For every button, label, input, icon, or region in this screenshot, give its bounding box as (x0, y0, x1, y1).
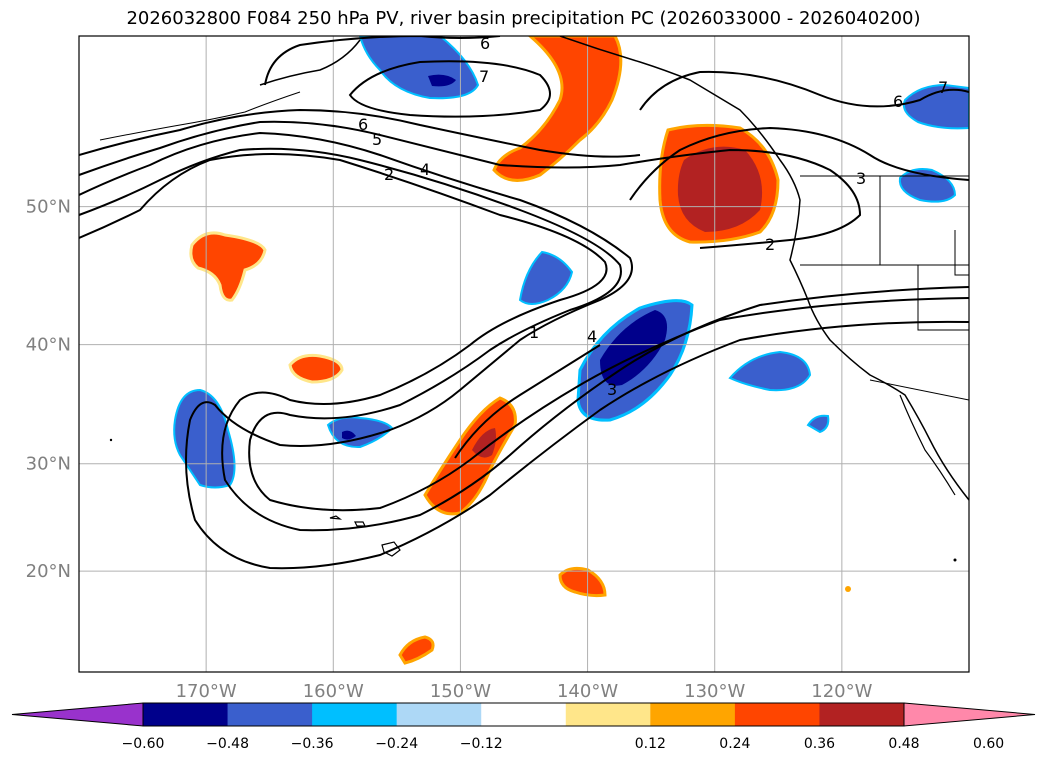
pv-contour (264, 36, 501, 86)
longitude-label: 120°W (811, 681, 872, 702)
colorbar-tick-label: −0.24 (375, 736, 418, 752)
positive-anomaly-region (398, 635, 435, 665)
contour-label: 3 (856, 169, 866, 188)
colorbar-tick-label: −0.60 (122, 736, 165, 752)
pv-contour (79, 153, 969, 532)
colorbar-bin (312, 703, 398, 726)
positive-anomaly-region (423, 396, 517, 516)
contour-label: 6 (358, 115, 368, 134)
pv-contour (348, 60, 551, 118)
pv-contour (79, 108, 641, 158)
coastlines (99, 36, 969, 501)
colorbar-tick-label: 0.24 (719, 736, 750, 752)
positive-anomaly-region (492, 36, 623, 182)
negative-anomaly-region (728, 350, 812, 392)
pv-contour (639, 70, 969, 111)
political-borders (800, 175, 969, 401)
positive-core (677, 146, 763, 232)
latitude-label: 20°N (26, 561, 71, 582)
latitude-label: 50°N (26, 197, 71, 218)
pv-contours (79, 36, 969, 570)
us-mexico-border (869, 379, 969, 401)
positive-anomaly-dot (845, 586, 851, 592)
pv-contour (454, 344, 601, 459)
colorbar-tick-label: −0.48 (206, 736, 249, 752)
longitude-label: 130°W (684, 681, 745, 702)
contour-label: 1 (529, 323, 539, 342)
colorbar-extend-min (11, 702, 144, 727)
colorbar-bin (819, 703, 905, 726)
contour-label: 6 (480, 34, 490, 53)
colorbar-tick-label: 0.12 (635, 736, 666, 752)
pv-contour (79, 131, 969, 570)
contour-label: 6 (893, 92, 903, 111)
colorbar-bin (227, 703, 313, 726)
longitude-label: 170°W (176, 681, 237, 702)
aleutian-islands (99, 91, 301, 141)
colorbar-tick-label: 0.48 (888, 736, 919, 752)
colorbar-bin (565, 703, 651, 726)
colorbar-bin (734, 703, 820, 726)
map-title: 2026032800 F084 250 hPa PV, river basin … (126, 8, 921, 29)
pv-contour-labels: 1 2 2 3 3 4 4 5 6 6 6 7 7 (358, 34, 948, 399)
baja-california (899, 394, 956, 496)
island-dot (953, 558, 957, 562)
contour-label: 3 (607, 380, 617, 399)
colorbar-tick-label: −0.12 (460, 736, 503, 752)
latitude-labels: 50°N 40°N 30°N 20°N (26, 197, 71, 583)
longitude-labels: 170°W 160°W 150°W 140°W 130°W 120°W (176, 681, 873, 702)
colorbar-extend-max (903, 702, 1036, 727)
negative-core (428, 74, 456, 87)
colorbar-bin (481, 703, 567, 726)
graticule (79, 36, 969, 672)
contour-label: 4 (587, 327, 597, 346)
colorbar-bin (396, 703, 482, 726)
positive-anomaly-region (558, 566, 607, 598)
latitude-label: 40°N (26, 335, 71, 356)
state-border (954, 230, 969, 276)
contour-label: 2 (765, 235, 775, 254)
contour-label: 4 (420, 160, 430, 179)
map-frame (78, 35, 970, 673)
state-border (917, 265, 969, 331)
positive-anomaly-region (189, 231, 267, 302)
negative-anomaly-region (518, 250, 574, 305)
negative-anomaly-region (806, 414, 830, 434)
north-america-coast (559, 36, 969, 501)
islands (109, 438, 957, 562)
island-dot (109, 438, 113, 442)
colorbar-bin (143, 703, 229, 726)
longitude-label: 150°W (430, 681, 491, 702)
contour-label: 5 (372, 130, 382, 149)
colorbar-bin (650, 703, 736, 726)
negative-core (342, 430, 356, 440)
pv-contour (79, 147, 969, 512)
colorbar: −0.60 −0.48 −0.36 −0.24 −0.12 0.12 0.24 0.36 0.4… (11, 702, 1036, 752)
longitude-label: 140°W (557, 681, 618, 702)
pv-contour (79, 120, 862, 249)
pv-contour (629, 126, 969, 201)
longitude-label: 160°W (303, 681, 364, 702)
contour-label: 7 (938, 78, 948, 97)
negative-anomaly-region (898, 168, 957, 203)
colorbar-tick-label: −0.36 (291, 736, 334, 752)
latitude-label: 30°N (26, 454, 71, 475)
positive-anomaly-region (288, 353, 344, 384)
negative-anomaly-region (173, 388, 236, 489)
colorbar-frame (142, 702, 905, 727)
contour-label: 2 (384, 165, 394, 184)
negative-anomaly-region (902, 83, 969, 130)
negative-core (600, 310, 668, 386)
alaska-coast (259, 39, 361, 86)
positive-core (472, 428, 496, 458)
contour-label: 7 (479, 67, 489, 86)
colorbar-tick-label: 0.36 (804, 736, 835, 752)
colorbar-tick-label: 0.60 (973, 736, 1004, 752)
